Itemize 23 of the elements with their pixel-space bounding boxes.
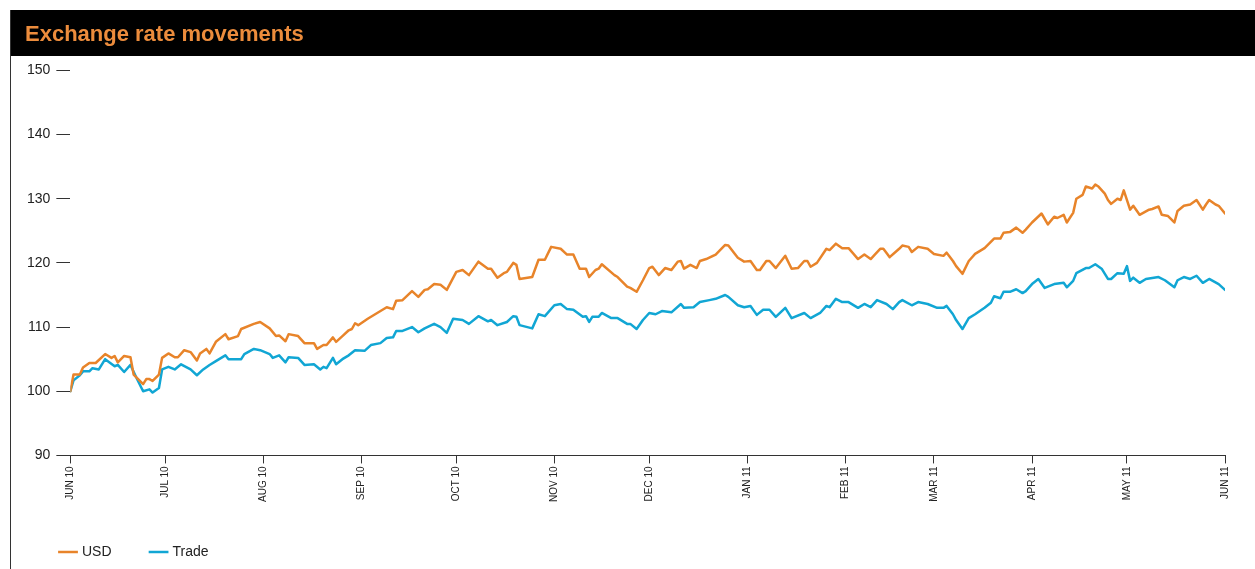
x-tick-label: AUG 10	[257, 466, 269, 503]
y-tick-label: 130	[27, 189, 51, 206]
y-tick-label: 140	[27, 125, 51, 142]
legend-label: USD	[82, 542, 112, 559]
y-tick-label: 150	[27, 61, 51, 78]
y-tick-label: 90	[34, 446, 51, 463]
y-tick-label: 120	[27, 253, 51, 270]
legend-label: Trade	[172, 542, 209, 559]
x-tick-label: JUL 10	[159, 466, 171, 498]
x-tick-label: DEC 10	[643, 465, 655, 502]
x-tick-label: FEB 11	[839, 465, 851, 500]
x-tick-label: JAN 11	[741, 466, 753, 499]
x-tick-label: SEP 10	[355, 465, 367, 501]
x-tick-label: OCT 10	[450, 466, 462, 502]
y-tick-label: 100	[27, 382, 51, 399]
x-tick-label: JUN 10	[64, 466, 76, 500]
chart-title: Exchange rate movements	[11, 10, 1255, 56]
x-tick-label: NOV 10	[548, 466, 560, 503]
x-tick-label: APR 11	[1025, 466, 1037, 501]
x-tick-label: JUN 11	[1218, 466, 1230, 500]
x-tick-label: MAY 11	[1120, 465, 1132, 501]
x-tick-label: MAR 11	[927, 466, 939, 502]
y-tick-label: 110	[28, 317, 51, 334]
